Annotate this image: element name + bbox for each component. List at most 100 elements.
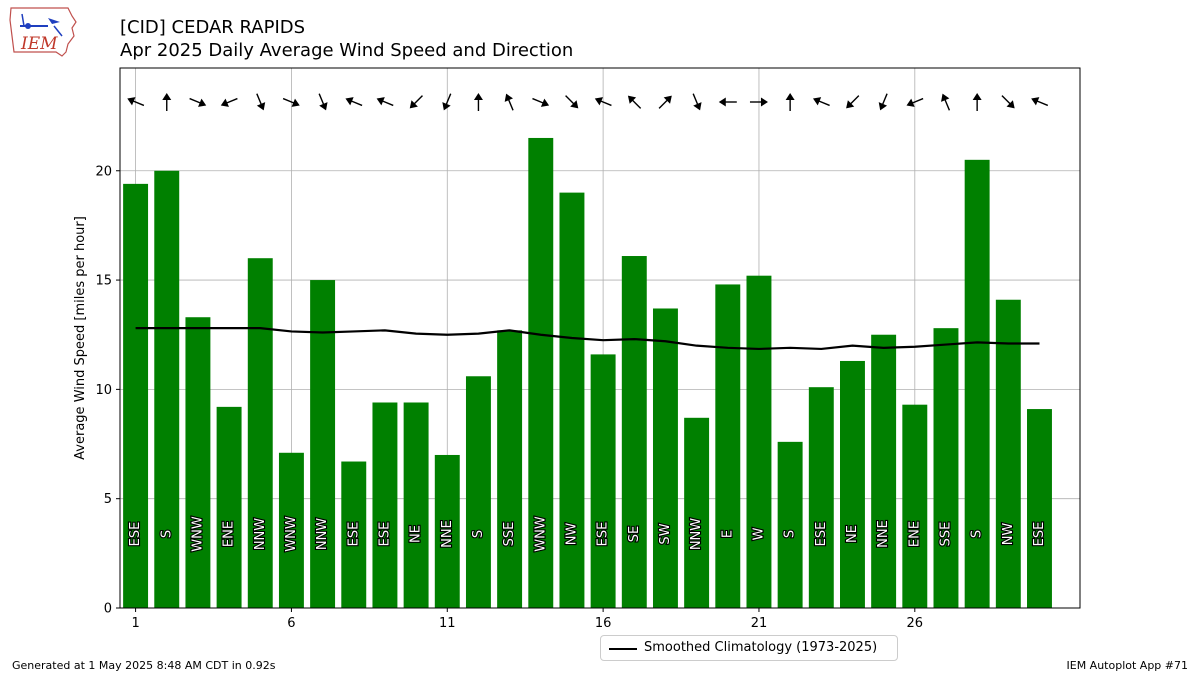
wind-arrow-shaft (413, 95, 423, 105)
wind-arrow-head (198, 98, 207, 107)
bar-day-29 (995, 299, 1021, 608)
direction-label-day-8: ESE (346, 522, 361, 547)
wind-arrow-shaft (881, 93, 888, 106)
wind-arrow-head (256, 102, 266, 111)
bar-day-23 (808, 387, 834, 608)
wind-arrow-head (941, 93, 950, 102)
iowa-state-outline-logo-icon (9, 7, 77, 57)
wind-arrow-head (972, 93, 982, 100)
x-tick-label: 21 (751, 616, 768, 631)
direction-label-day-11: NNE (440, 520, 455, 548)
wind-arrow-head (220, 98, 229, 107)
wind-arrow-day-12 (473, 93, 483, 111)
climatology-line (135, 327, 1040, 351)
wind-arrow-head (127, 97, 136, 106)
wind-arrow-day-10 (409, 95, 423, 109)
bar-day-14 (528, 137, 554, 608)
wind-arrow-head (473, 93, 483, 100)
direction-label-day-25: NNE (876, 520, 891, 548)
climatology-line-group (135, 327, 1040, 351)
wind-arrow-day-27 (941, 93, 951, 111)
bar-day-5 (247, 258, 273, 608)
wind-arrow-day-6 (282, 97, 300, 107)
wind-arrow-shaft (350, 100, 363, 107)
wind-arrow-head (906, 98, 915, 107)
wind-arrow-shaft (849, 95, 860, 105)
wind-arrow-day-13 (504, 93, 514, 111)
wind-arrow-shaft (282, 97, 295, 104)
wind-arrow-head (376, 97, 385, 106)
bar-day-25 (871, 334, 897, 608)
bar-day-26 (902, 404, 928, 608)
bar-day-19 (684, 417, 710, 608)
y-tick-label: 5 (104, 492, 112, 507)
wind-arrow-day-3 (189, 97, 207, 107)
bar-day-12 (465, 376, 491, 608)
direction-label-day-1: ESE (128, 522, 143, 547)
bar-day-21 (746, 275, 772, 608)
direction-labels: ESE S WNW ENE NNW WNW NNW ESE ESE NE NNE S SSE WNW NW E… (127, 515, 1048, 553)
wind-arrow-shaft (1036, 100, 1049, 107)
wind-arrow-day-8 (345, 97, 363, 107)
direction-label-day-3: WNW (190, 516, 205, 552)
wind-arrow-day-14 (532, 97, 550, 107)
wind-arrow-day-4 (220, 97, 238, 107)
wind-arrow-shaft (256, 93, 263, 106)
bar-day-30 (1027, 409, 1052, 608)
direction-label-day-23: ESE (814, 522, 829, 547)
wind-arrow-shaft (692, 93, 699, 106)
iem-logo: IEM (8, 6, 80, 62)
wind-arrow-head (162, 93, 172, 100)
wind-arrow-day-26 (906, 97, 924, 107)
wind-arrow-head (760, 97, 768, 107)
bar-day-2 (154, 170, 180, 608)
bar-day-8 (341, 461, 367, 608)
wind-arrow-head (540, 98, 550, 107)
wind-arrow-head (594, 97, 603, 106)
direction-label-day-20: E (720, 530, 735, 538)
wind-arrow-shaft (1001, 95, 1011, 105)
bar-series (123, 137, 1052, 608)
direction-label-day-26: ENE (907, 521, 922, 547)
direction-label-day-16: ESE (596, 522, 611, 547)
wind-arrow-day-28 (972, 93, 982, 111)
wind-arrow-head (570, 100, 579, 109)
wind-arrow-day-15 (565, 95, 579, 109)
direction-label-day-15: NW (564, 523, 579, 546)
bar-day-20 (715, 284, 741, 608)
wind-arrow-head (504, 93, 514, 102)
bar-day-18 (652, 308, 678, 608)
footer-generated-text: Generated at 1 May 2025 8:48 AM CDT in 0… (12, 659, 276, 672)
x-tick-label: 11 (439, 616, 456, 631)
direction-label-day-18: SW (658, 523, 673, 544)
wind-arrow-shaft (381, 100, 394, 107)
wind-arrow-day-21 (749, 97, 768, 107)
direction-label-day-27: SSE (938, 522, 953, 547)
wind-arrow-head (409, 100, 418, 109)
wind-arrow-head (878, 102, 888, 111)
direction-label-day-21: W (751, 527, 766, 540)
wind-arrow-day-16 (594, 97, 612, 107)
wind-arrow-head (718, 97, 726, 107)
direction-label-day-22: S (783, 530, 798, 538)
y-tick-label: 20 (95, 164, 112, 179)
legend-label: Smoothed Climatology (1973-2025) (644, 640, 878, 655)
direction-label-day-19: NNW (689, 518, 704, 550)
bar-day-1 (123, 183, 149, 608)
chart-title: [CID] CEDAR RAPIDS (120, 17, 306, 38)
wind-arrow-day-9 (376, 97, 394, 107)
wind-arrow-shaft (818, 100, 830, 107)
legend-line-swatch (609, 648, 637, 650)
wind-arrow-day-11 (442, 93, 452, 111)
direction-label-day-12: S (471, 530, 486, 538)
bar-day-3 (185, 317, 211, 608)
wind-arrow-head (663, 95, 672, 104)
y-tick-label: 10 (95, 383, 112, 398)
bar-day-17 (621, 256, 647, 608)
wind-arrow-head (693, 102, 702, 111)
direction-label-day-17: SE (627, 526, 642, 542)
wind-arrow-shaft (944, 98, 951, 111)
wind-arrow-shaft (226, 97, 238, 104)
bar-day-7 (310, 280, 336, 608)
